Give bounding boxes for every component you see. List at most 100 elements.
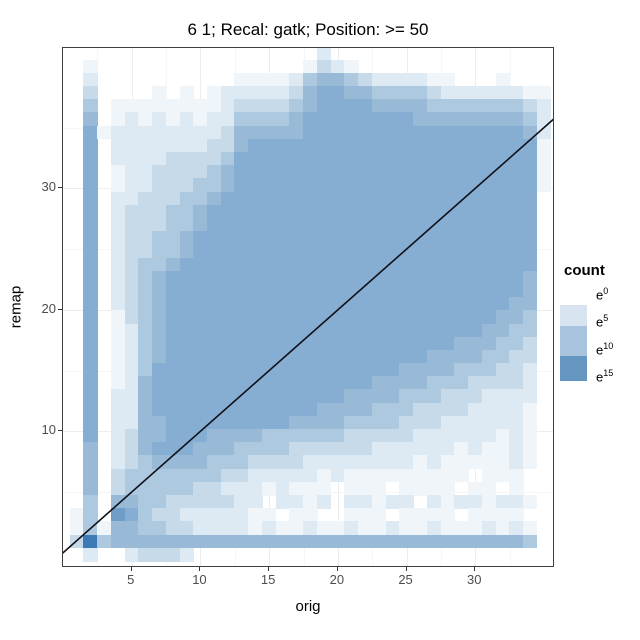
heatmap-cell (330, 112, 346, 127)
heatmap-cell (509, 521, 524, 536)
heatmap-cell (165, 270, 181, 285)
heatmap-cell (289, 270, 304, 285)
heatmap-cell (344, 389, 359, 404)
heatmap-cell (207, 521, 222, 536)
heatmap-cell (454, 363, 469, 377)
heatmap-cell (330, 257, 346, 272)
heatmap-cell (220, 534, 236, 549)
heatmap-cell (83, 151, 98, 166)
heatmap-cell (234, 217, 249, 232)
heatmap-cell (138, 231, 153, 245)
heatmap-cell (165, 389, 181, 404)
heatmap-cell (440, 468, 455, 483)
heatmap-cell (275, 363, 291, 377)
heatmap-cell (248, 323, 263, 338)
heatmap-cell (426, 231, 442, 245)
heatmap-cell (316, 86, 332, 100)
heatmap-cell (275, 376, 291, 391)
heatmap-cell (344, 178, 359, 193)
heatmap-cell (261, 86, 277, 100)
heatmap-cell (440, 86, 455, 100)
heatmap-cell (83, 376, 98, 391)
heatmap-cell (261, 191, 277, 206)
heatmap-cell (330, 521, 346, 536)
heatmap-cell (468, 481, 483, 496)
heatmap-cell (165, 151, 181, 166)
heatmap-cell (358, 389, 373, 404)
heatmap-cell (275, 415, 291, 430)
heatmap-cell (316, 455, 332, 470)
heatmap-cell (110, 363, 126, 377)
heatmap-cell (261, 297, 277, 311)
heatmap-cell (152, 310, 167, 325)
heatmap-cell (83, 191, 98, 206)
x-tick-mark (474, 567, 476, 571)
heatmap-cell (385, 72, 400, 87)
heatmap-cell (248, 389, 263, 404)
heatmap-cell (289, 310, 304, 325)
heatmap-cell (179, 138, 194, 153)
heatmap-cell (261, 231, 277, 245)
heatmap-cell (261, 336, 277, 351)
heatmap-cell (110, 257, 126, 272)
heatmap-cell (152, 165, 167, 179)
heatmap-cell (316, 138, 332, 153)
heatmap-cell (523, 376, 538, 391)
heatmap-cell (234, 376, 249, 391)
heatmap-cell (179, 402, 194, 417)
heatmap-cell (330, 125, 346, 140)
heatmap-cell (523, 442, 538, 457)
heatmap-cell (385, 376, 400, 391)
heatmap-cell (316, 415, 332, 430)
heatmap-cell (426, 508, 442, 523)
heatmap-cell (344, 59, 359, 74)
heatmap-cell (289, 151, 304, 166)
heatmap-cell (152, 244, 167, 259)
heatmap-cell (454, 495, 469, 509)
heatmap-cell (193, 363, 208, 377)
heatmap-cell (152, 376, 167, 391)
heatmap-cell (468, 508, 483, 523)
heatmap-cell (385, 217, 400, 232)
heatmap-cell (316, 534, 332, 549)
heatmap-cell (330, 468, 346, 483)
heatmap-cell (426, 376, 442, 391)
heatmap-cell (440, 125, 455, 140)
heatmap-cell (523, 270, 538, 285)
heatmap-cell (69, 521, 84, 536)
heatmap-cell (454, 429, 469, 443)
heatmap-cell (454, 310, 469, 325)
heatmap-cell (358, 336, 373, 351)
heatmap-cell (303, 349, 318, 364)
heatmap-cell (220, 429, 236, 443)
heatmap-cell (454, 415, 469, 430)
heatmap-cell (536, 99, 552, 113)
heatmap-cell (454, 257, 469, 272)
heatmap-cell (481, 231, 497, 245)
heatmap-cell (495, 442, 510, 457)
heatmap-cell (207, 310, 222, 325)
heatmap-cell (152, 178, 167, 193)
heatmap-cell (316, 402, 332, 417)
heatmap-cell (275, 442, 291, 457)
heatmap-cell (152, 151, 167, 166)
heatmap-cell (275, 178, 291, 193)
heatmap-cell (138, 178, 153, 193)
heatmap-cell (481, 283, 497, 298)
heatmap-cell (440, 521, 455, 536)
heatmap-cell (413, 429, 428, 443)
heatmap-cell (234, 415, 249, 430)
heatmap-cell (303, 270, 318, 285)
heatmap-cell (426, 86, 442, 100)
heatmap-cell (207, 415, 222, 430)
heatmap-cell (83, 349, 98, 364)
heatmap-cell (289, 376, 304, 391)
heatmap-cell (275, 481, 291, 496)
heatmap-cell (289, 72, 304, 87)
heatmap-cell (454, 349, 469, 364)
heatmap-cell (179, 217, 194, 232)
heatmap-cell (152, 112, 167, 127)
heatmap-cell (248, 336, 263, 351)
heatmap-cell (207, 204, 222, 219)
heatmap-cell (124, 99, 139, 113)
